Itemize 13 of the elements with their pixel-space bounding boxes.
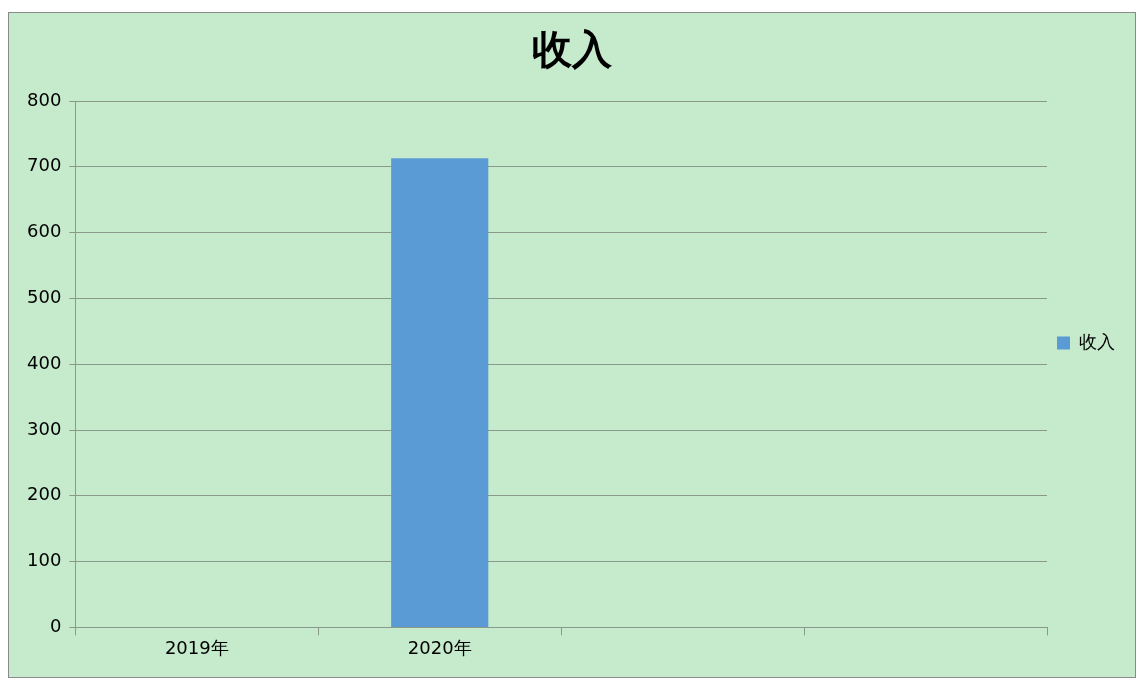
y-tick-label: 500: [27, 286, 62, 308]
y-tick-label: 800: [27, 88, 62, 110]
x-tick-label: 2020年: [407, 636, 472, 658]
y-tick-label: 200: [27, 483, 62, 505]
y-tick-label: 400: [27, 351, 62, 373]
chart-title: 收入: [532, 26, 613, 73]
x-tick-label: 2019年: [164, 636, 229, 658]
y-tick-label: 700: [27, 154, 62, 176]
y-tick-label: 0: [49, 615, 62, 637]
y-tick-label: 600: [27, 220, 62, 242]
legend-label: 收入: [1079, 330, 1115, 352]
y-tick-label: 300: [27, 417, 62, 439]
y-tick-label: 100: [27, 549, 62, 571]
